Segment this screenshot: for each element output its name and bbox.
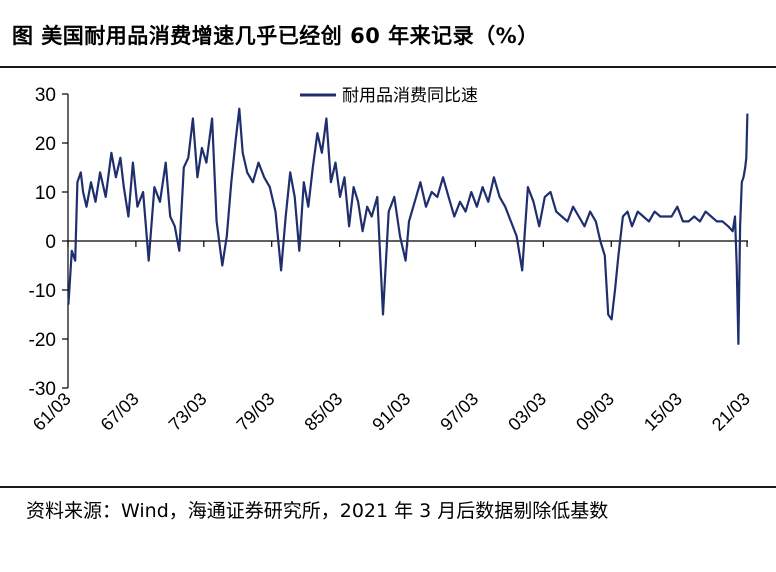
legend: 耐用品消费同比速 — [300, 86, 478, 106]
x-tick-label: 15/03 — [640, 389, 686, 435]
x-tick-label: 97/03 — [436, 389, 482, 435]
x-tick-label: 91/03 — [368, 389, 414, 435]
source-note: 资料来源：Wind，海通证券研究所，2021 年 3 月后数据剔除低基数 — [26, 500, 609, 522]
top-divider — [0, 66, 776, 68]
x-axis-ticks: 61/03 67/03 73/03 79/03 85/03 91/03 97/03 03/03… — [29, 241, 754, 435]
chart-title: 图 美国耐用品消费增速几乎已经创 60 年来记录（%） — [12, 24, 539, 48]
y-axis-ticks: 30 20 10 0 -10 -20 -30 — [29, 85, 68, 400]
x-tick-label: 03/03 — [504, 389, 550, 435]
x-tick-label: 73/03 — [165, 389, 211, 435]
x-tick-label: 85/03 — [300, 389, 346, 435]
x-tick-label: 79/03 — [233, 389, 279, 435]
y-tick-label: 0 — [45, 232, 56, 253]
bottom-divider — [0, 486, 776, 488]
x-tick-label: 67/03 — [97, 389, 143, 435]
x-tick-label: 21/03 — [708, 389, 754, 435]
x-tick-label: 09/03 — [572, 389, 618, 435]
plot-area — [67, 107, 749, 345]
y-tick-label: -10 — [29, 281, 56, 302]
y-tick-label: 10 — [35, 183, 56, 204]
y-tick-label: 20 — [35, 134, 56, 155]
y-tick-label: -30 — [29, 379, 56, 400]
legend-label: 耐用品消费同比速 — [342, 86, 478, 106]
series-line-durable-consumption — [67, 107, 749, 345]
y-tick-label: -20 — [29, 330, 56, 351]
y-tick-label: 30 — [35, 85, 56, 106]
